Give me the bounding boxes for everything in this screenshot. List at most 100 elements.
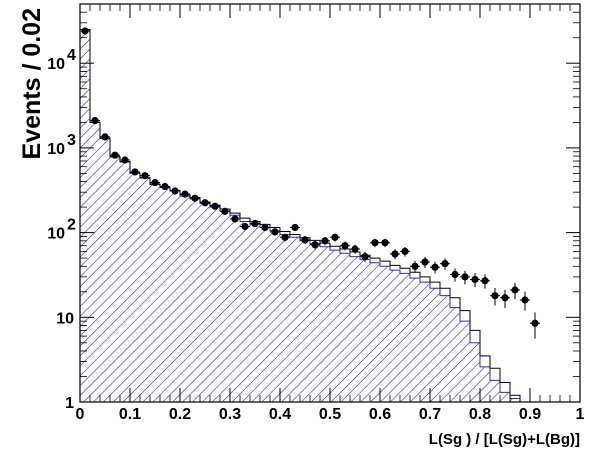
data-point	[491, 292, 499, 300]
data-point	[191, 194, 199, 202]
hatched-bar	[160, 187, 170, 402]
data-point	[281, 233, 289, 241]
x-tick-label: 0.4	[269, 406, 291, 423]
hatched-bar	[460, 321, 470, 402]
hatched-bar	[190, 198, 200, 402]
data-point	[181, 190, 189, 198]
hatched-bar	[330, 250, 340, 402]
data-point	[221, 207, 229, 215]
data-point	[301, 236, 309, 244]
hatched-bar	[500, 392, 510, 402]
data-point	[531, 319, 539, 327]
y-tick-label: 1	[65, 395, 74, 412]
data-point	[271, 228, 279, 236]
hatched-bar	[380, 266, 390, 402]
hatched-bar	[440, 295, 450, 402]
data-point	[171, 187, 179, 195]
hatched-bar	[310, 243, 320, 402]
data-point	[481, 277, 489, 285]
hatched-bar	[230, 215, 240, 402]
hatched-bar	[110, 157, 120, 402]
data-point	[101, 133, 109, 141]
y-tick-label: 10	[56, 310, 74, 327]
hatched-bar	[140, 178, 150, 402]
data-point	[131, 168, 139, 176]
hatched-bar	[270, 230, 280, 402]
data-point	[391, 250, 399, 258]
hatched-bar	[290, 237, 300, 402]
data-point	[461, 273, 469, 281]
data-point	[511, 286, 519, 294]
hatched-bar	[180, 196, 190, 402]
hatched-bar	[370, 262, 380, 402]
hatched-bar	[490, 380, 500, 402]
data-point	[471, 275, 479, 284]
data-point	[371, 239, 379, 247]
y-tick-label: 10	[47, 226, 65, 243]
x-axis-title: L(Sg ) / [L(Sg)+L(Bg)]	[429, 431, 580, 448]
x-tick-label: 0.6	[369, 406, 391, 423]
y-axis-title: Events / 0.02	[18, 8, 46, 159]
open-histogram-outline	[80, 28, 580, 402]
hatched-bar	[210, 207, 220, 402]
axes-layer: 0 0.1 0.2 0.3 0.4 0.5 0.6 0.7 0.8 0.9 111010210310…	[47, 3, 585, 423]
data-point	[311, 241, 319, 249]
hatched-bar	[150, 184, 160, 402]
data-point	[321, 237, 329, 245]
hatched-bar	[480, 366, 490, 402]
y-tick-label: 10	[47, 56, 65, 73]
data-point	[501, 294, 509, 302]
x-tick-label: 0.8	[469, 406, 491, 423]
hatched-bar	[90, 122, 100, 402]
hatched-bar	[170, 190, 180, 402]
data-point	[421, 258, 429, 266]
y-tick-label: 10	[47, 141, 65, 158]
hatched-bar	[100, 138, 110, 402]
x-tick-label: 0.9	[519, 406, 541, 423]
hatched-bar	[200, 203, 210, 402]
data-point	[81, 27, 89, 35]
y-tick-exponent: 2	[67, 217, 76, 234]
data-point	[341, 242, 349, 250]
x-tick-label: 0.7	[419, 406, 441, 423]
data-point	[161, 182, 169, 191]
hatched-bar	[300, 240, 310, 402]
hatched-bar	[260, 227, 270, 402]
hatched-bar	[510, 398, 520, 402]
hatched-bar	[430, 288, 440, 402]
hatched-bar	[420, 282, 430, 402]
hatched-bar	[320, 246, 330, 402]
data-point	[441, 260, 449, 268]
data-point	[91, 117, 99, 125]
data-point	[291, 223, 299, 232]
x-tick-label: 1	[576, 406, 585, 423]
data-point	[411, 262, 419, 270]
data-point	[151, 178, 159, 187]
data-point	[451, 270, 459, 279]
data-point	[111, 151, 119, 159]
data-point	[351, 245, 359, 253]
hatched-bar	[400, 273, 410, 402]
y-tick-exponent: 3	[67, 132, 76, 149]
hatched-bar	[130, 173, 140, 402]
data-point	[361, 253, 369, 261]
hatched-bar	[280, 234, 290, 402]
data-point	[331, 233, 339, 241]
histogram-layer	[80, 28, 580, 402]
hatched-bar	[470, 342, 480, 402]
hatched-bar	[350, 256, 360, 402]
labels-layer: L(Sg ) / [L(Sg)+L(Bg)] Events / 0.02	[18, 8, 580, 448]
data-point	[521, 296, 529, 304]
hatched-bar	[360, 259, 370, 402]
hatched-bar	[220, 210, 230, 402]
x-tick-label: 0.2	[169, 406, 191, 423]
hatched-bar	[340, 253, 350, 402]
data-point	[231, 215, 239, 223]
hatched-bar	[450, 307, 460, 402]
hatched-bar	[120, 162, 130, 402]
hatched-bar	[410, 278, 420, 402]
hatched-bar	[240, 221, 250, 402]
data-point	[381, 239, 389, 247]
data-points-layer	[80, 27, 540, 339]
x-tick-label: 0.5	[319, 406, 341, 423]
